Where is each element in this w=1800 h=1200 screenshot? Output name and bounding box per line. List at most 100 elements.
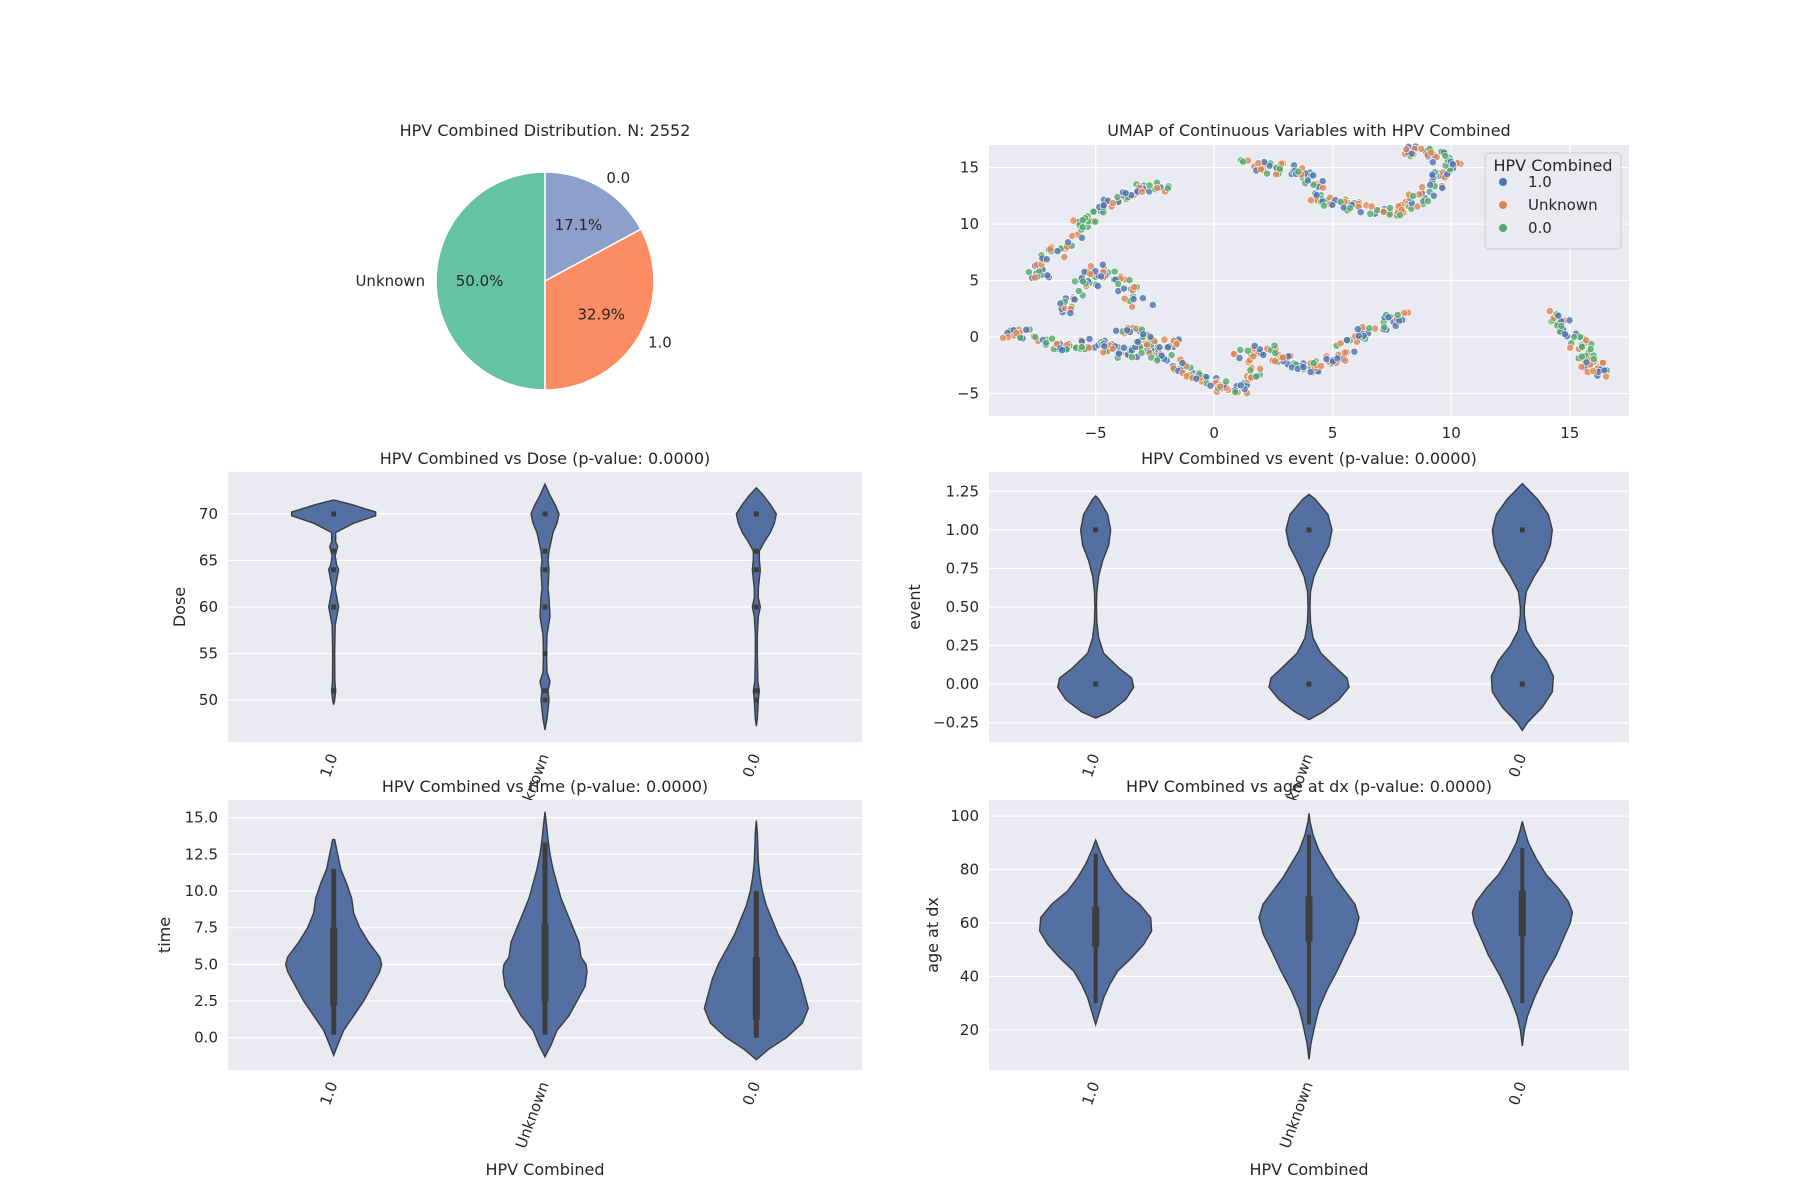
x-tick-label: 0	[1209, 424, 1219, 442]
legend-entry-label: 1.0	[1528, 173, 1552, 191]
violin-point	[1093, 527, 1099, 533]
umap-point	[1577, 352, 1586, 361]
y-tick-label: 20	[960, 1021, 979, 1039]
umap-point	[1578, 343, 1586, 351]
umap-point	[1413, 202, 1422, 211]
x-tick-label: 15	[1560, 424, 1579, 442]
umap-point	[1441, 151, 1450, 160]
umap-point	[1426, 181, 1435, 189]
umap-point	[1079, 277, 1087, 286]
y-tick-label: 0.00	[946, 675, 979, 693]
umap-point	[1239, 157, 1248, 166]
umap-point	[1557, 322, 1566, 330]
umap-point	[1120, 294, 1129, 303]
umap-point	[1130, 283, 1139, 291]
umap-point	[1077, 343, 1086, 351]
umap-point	[1428, 158, 1437, 167]
umap-point	[1343, 336, 1351, 345]
umap-point	[1016, 333, 1025, 342]
umap-point	[1307, 196, 1315, 205]
umap-point	[1309, 171, 1318, 180]
umap-point	[1123, 326, 1131, 335]
umap-point	[1139, 330, 1148, 339]
umap-point	[1336, 339, 1345, 348]
violin-point	[542, 651, 548, 657]
legend-marker	[1499, 178, 1507, 186]
umap-point	[1042, 255, 1051, 264]
violin-body	[1490, 482, 1555, 732]
umap-point	[1153, 184, 1162, 192]
violin-point	[753, 567, 759, 573]
umap-point	[1320, 201, 1328, 210]
violin-point	[1306, 527, 1312, 533]
umap-point	[1094, 282, 1102, 290]
y-tick-label: 2.5	[194, 992, 218, 1010]
x-tick-label: 0.0	[739, 751, 764, 780]
umap-point	[1429, 191, 1438, 200]
umap-point	[1402, 145, 1411, 154]
y-tick-label: 15	[960, 159, 979, 177]
umap-point	[1328, 201, 1337, 209]
umap-point	[1417, 144, 1426, 153]
umap-legend: HPV Combined 1.0 Unknown 0.0	[1484, 152, 1622, 250]
umap-point	[1053, 247, 1062, 255]
umap-point	[1299, 363, 1308, 371]
umap-point	[1069, 216, 1078, 225]
umap-point	[1157, 351, 1166, 360]
y-tick-label: 0.50	[946, 598, 979, 616]
x-tick-label: 0.0	[739, 1079, 764, 1108]
umap-point	[1153, 356, 1161, 365]
umap-point	[1108, 344, 1117, 353]
umap-point	[1043, 271, 1052, 280]
umap-point	[1236, 346, 1245, 354]
y-tick-label: 0.75	[946, 559, 979, 577]
umap-point	[1056, 299, 1065, 308]
umap-point	[1589, 355, 1598, 364]
umap-point	[1259, 350, 1268, 359]
umap-point	[1048, 334, 1057, 343]
umap-point	[1192, 374, 1201, 383]
umap-point	[1064, 238, 1072, 247]
umap-point	[1139, 294, 1147, 303]
y-tick-label: 70	[199, 505, 218, 523]
umap-point	[1143, 340, 1152, 349]
umap-point	[1229, 350, 1238, 358]
umap-point	[1380, 323, 1389, 332]
umap-point	[1367, 202, 1376, 211]
age-panel: HPV Combined vs age at dx (p-value: 0.00…	[923, 777, 1629, 1179]
umap-point	[1110, 267, 1119, 276]
umap-point	[1148, 301, 1157, 309]
dose-title: HPV Combined vs Dose (p-value: 0.0000)	[380, 449, 711, 468]
umap-point	[1566, 343, 1575, 352]
y-tick-label: 0.0	[194, 1029, 218, 1047]
umap-point	[1418, 183, 1426, 192]
umap-point	[1438, 184, 1447, 192]
violin-point	[331, 511, 337, 517]
umap-point	[1097, 272, 1106, 281]
pie-slice	[435, 171, 546, 391]
pie-percent-label: 50.0%	[456, 272, 504, 290]
umap-point	[1333, 354, 1342, 363]
umap-point	[1396, 211, 1405, 220]
y-tick-label: 7.5	[194, 919, 218, 937]
umap-point	[1138, 187, 1146, 196]
y-tick-label: 1.00	[946, 521, 979, 539]
dose-panel: HPV Combined vs Dose (p-value: 0.0000) 5…	[170, 449, 862, 823]
umap-point	[1409, 192, 1418, 200]
umap-point	[1346, 204, 1354, 213]
x-tick-label: 1.0	[1078, 751, 1103, 780]
umap-point	[1386, 204, 1395, 212]
y-axis-label: time	[155, 917, 174, 953]
umap-point	[1317, 362, 1326, 370]
umap-point	[1089, 207, 1098, 216]
violin-point	[542, 697, 548, 703]
umap-point	[1085, 344, 1093, 352]
umap-point	[1254, 159, 1263, 168]
umap-point	[1589, 367, 1597, 375]
umap-point	[1060, 253, 1069, 261]
pie-slice	[544, 228, 655, 391]
pie-title: HPV Combined Distribution. N: 2552	[400, 121, 691, 140]
umap-point	[1155, 343, 1164, 352]
umap-point	[1100, 342, 1109, 351]
umap-point	[1128, 353, 1136, 362]
